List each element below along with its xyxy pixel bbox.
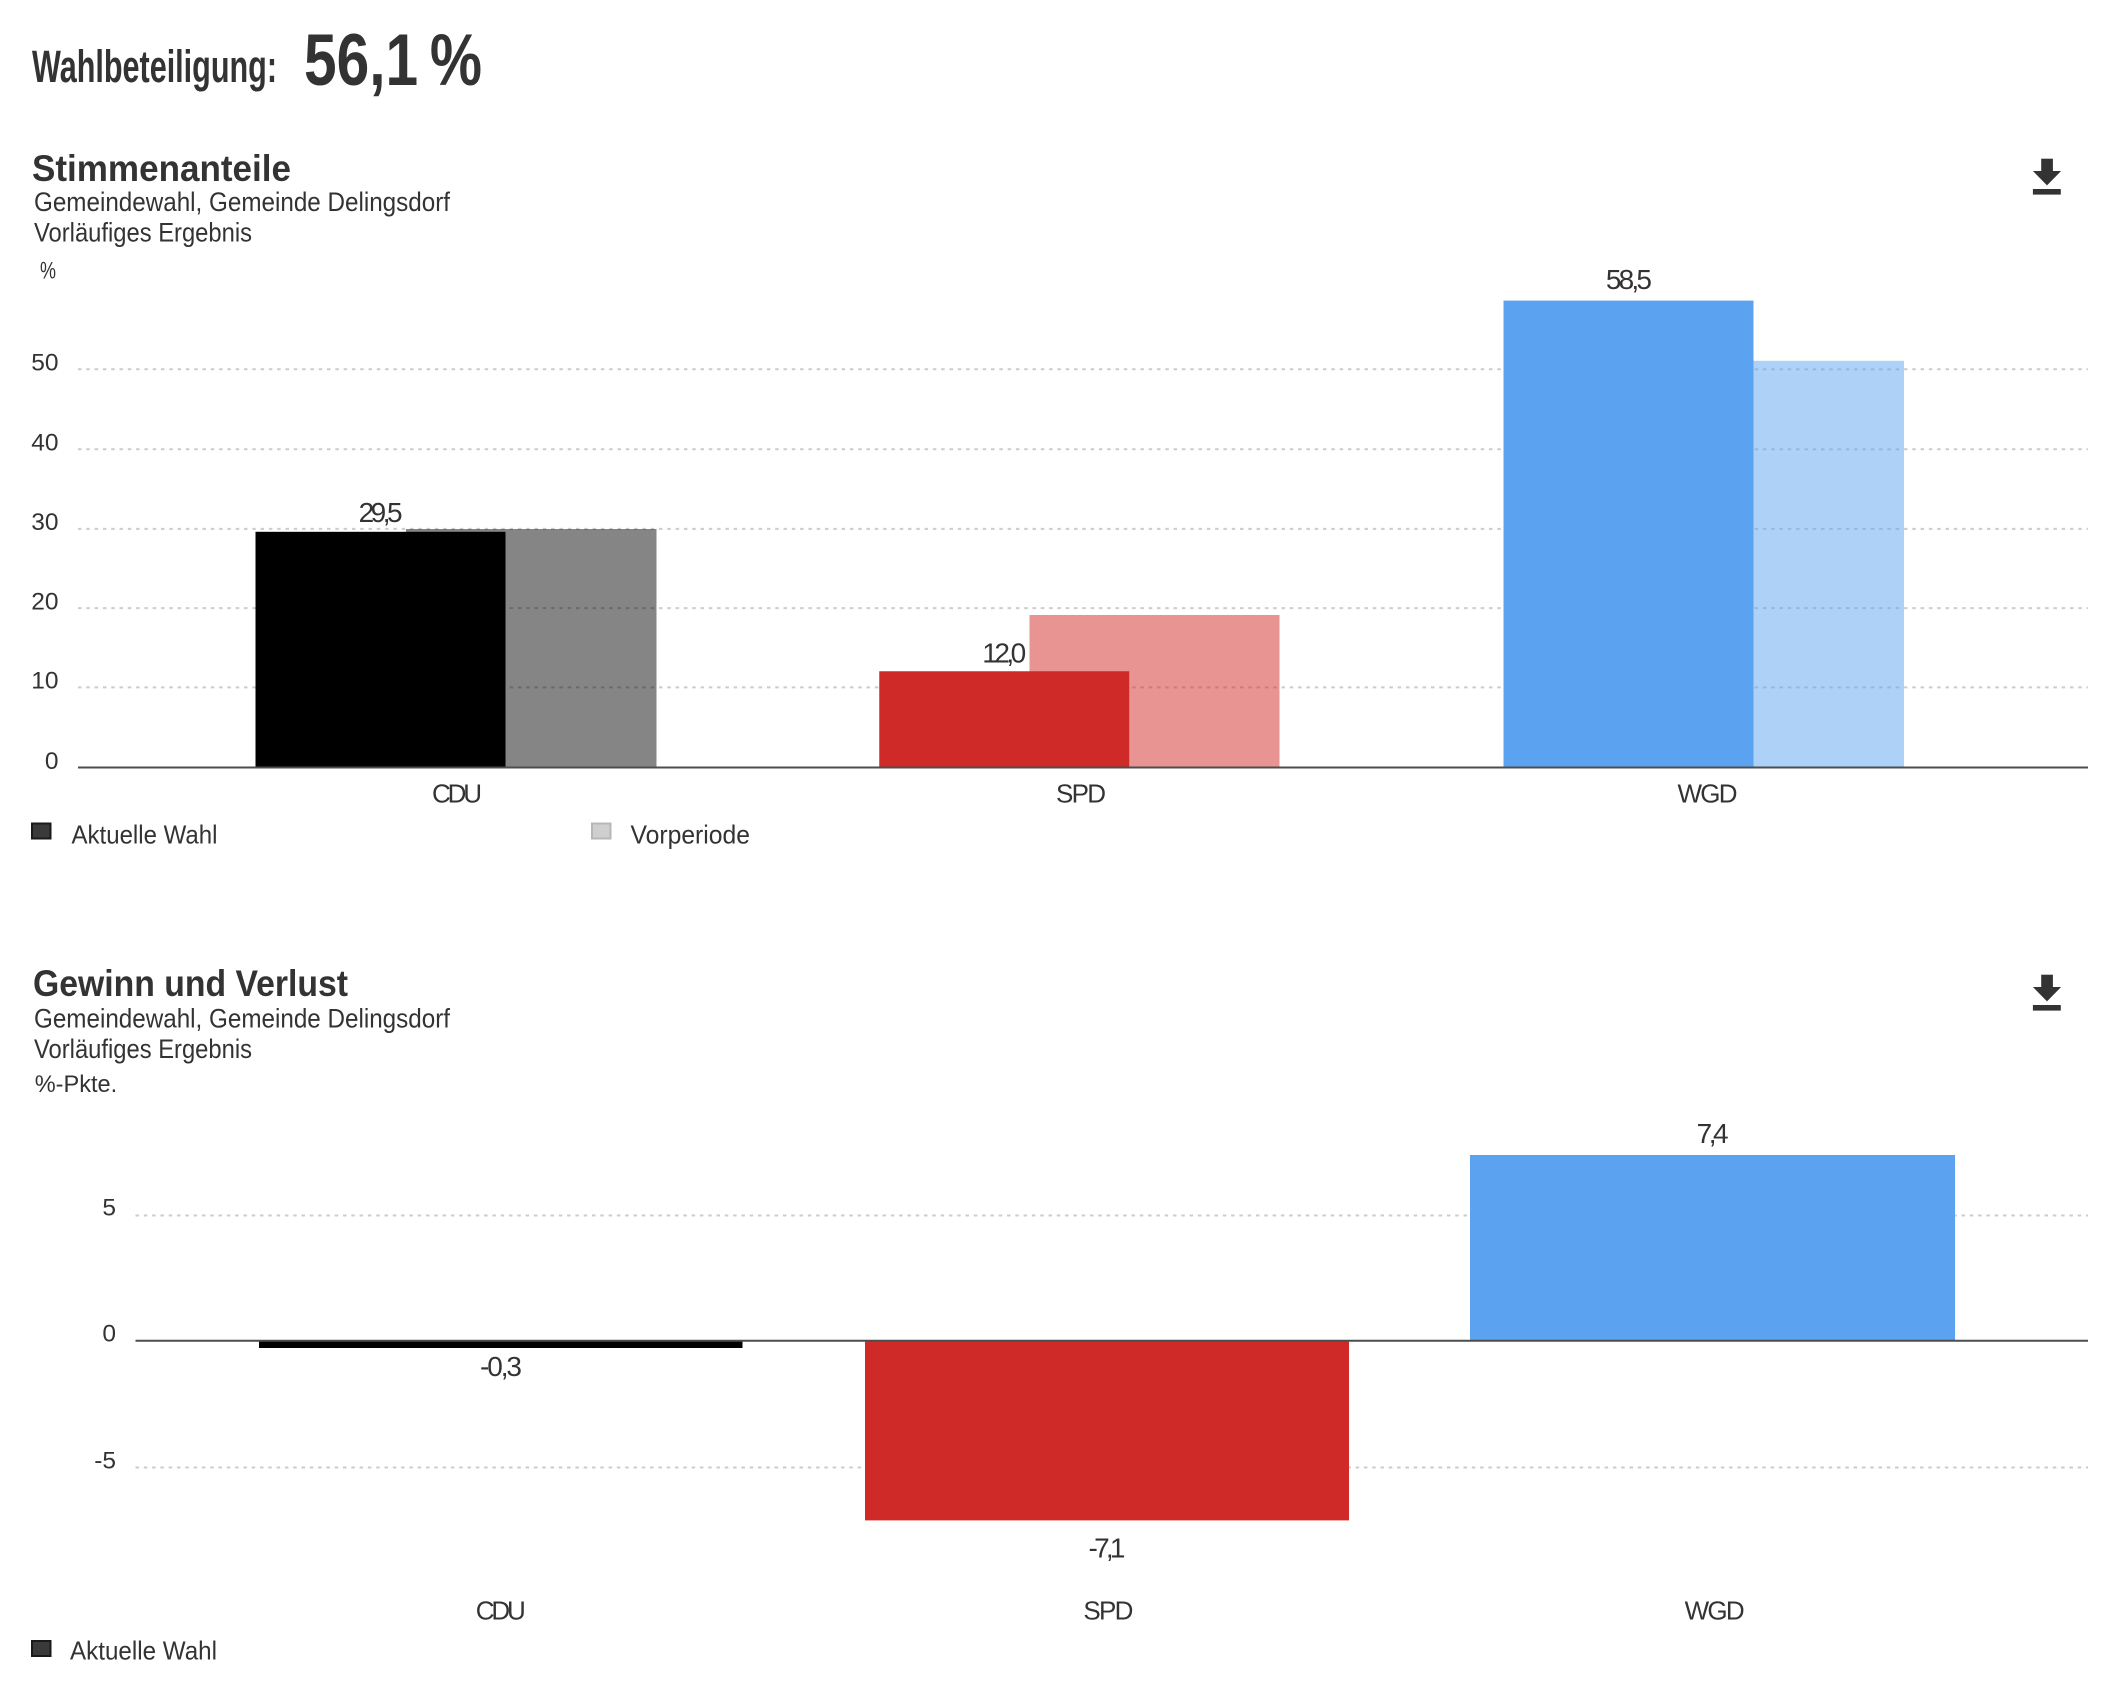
svg-text:0: 0 — [102, 1320, 116, 1347]
svg-text:5: 5 — [102, 1195, 116, 1222]
svg-text:WGD: WGD — [1678, 779, 1738, 809]
svg-text:40: 40 — [31, 430, 58, 457]
svg-text:Vorperiode: Vorperiode — [631, 820, 751, 850]
svg-text:CDU: CDU — [476, 1596, 526, 1626]
svg-text:Aktuelle Wahl: Aktuelle Wahl — [72, 820, 218, 850]
svg-text:12,0: 12,0 — [982, 638, 1026, 669]
svg-text:%-Pkte.: %-Pkte. — [35, 1071, 118, 1098]
svg-text:%: % — [40, 258, 56, 285]
svg-text:Gewinn und Verlust: Gewinn und Verlust — [33, 963, 348, 1004]
svg-text:58,5: 58,5 — [1606, 264, 1652, 295]
svg-text:SPD: SPD — [1083, 1596, 1133, 1626]
svg-text:29,5: 29,5 — [359, 497, 403, 528]
svg-text:-5: -5 — [94, 1447, 116, 1474]
svg-text:CDU: CDU — [432, 779, 482, 809]
svg-text:0: 0 — [45, 748, 59, 775]
svg-text:SPD: SPD — [1056, 779, 1106, 809]
svg-text:10: 10 — [31, 668, 58, 695]
svg-text:50: 50 — [31, 350, 58, 377]
svg-text:20: 20 — [31, 588, 58, 615]
svg-text:30: 30 — [31, 509, 58, 536]
svg-text:WGD: WGD — [1685, 1596, 1745, 1626]
svg-text:Gemeindewahl, Gemeinde Delings: Gemeindewahl, Gemeinde Delingsdorf — [34, 1004, 451, 1034]
svg-text:Stimmenanteile: Stimmenanteile — [32, 148, 291, 189]
svg-text:-0,3: -0,3 — [480, 1351, 522, 1382]
svg-text:Wahlbeteiligung:: Wahlbeteiligung: — [32, 41, 277, 92]
svg-text:56,1 %: 56,1 % — [304, 20, 482, 101]
svg-text:Vorläufiges Ergebnis: Vorläufiges Ergebnis — [34, 218, 252, 248]
svg-text:7,4: 7,4 — [1697, 1118, 1729, 1149]
svg-text:Vorläufiges Ergebnis: Vorläufiges Ergebnis — [34, 1034, 252, 1064]
svg-text:Aktuelle Wahl: Aktuelle Wahl — [70, 1636, 217, 1666]
svg-text:-7,1: -7,1 — [1089, 1532, 1126, 1563]
svg-text:Gemeindewahl, Gemeinde Delings: Gemeindewahl, Gemeinde Delingsdorf — [34, 187, 451, 217]
